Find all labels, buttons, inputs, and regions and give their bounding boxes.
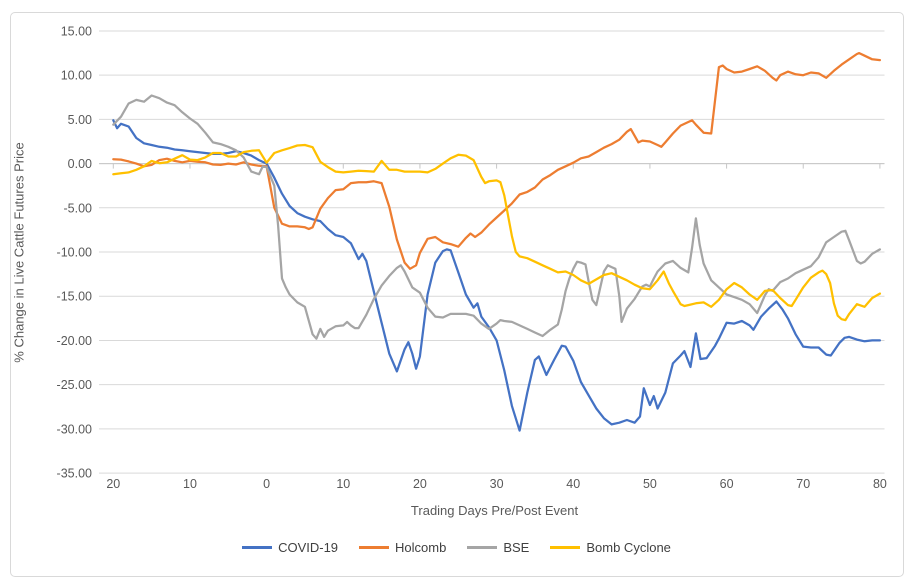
legend-line-swatch	[467, 546, 498, 549]
x-tick-label: 80	[873, 477, 887, 491]
x-tick-label: 30	[490, 477, 504, 491]
y-tick-label: -25.00	[57, 378, 92, 392]
x-tick-label: 70	[796, 477, 810, 491]
y-tick-label: -5.00	[64, 201, 93, 215]
legend-item-covid-19: COVID-19	[242, 540, 338, 555]
x-tick-label: 20	[106, 477, 120, 491]
series-line-covid-19	[112, 119, 882, 432]
y-tick-label: -20.00	[57, 334, 92, 348]
y-tick-label: 10.00	[61, 69, 92, 83]
x-tick-label: 10	[336, 477, 350, 491]
legend-label: Holcomb	[395, 540, 447, 555]
legend-line-swatch	[242, 546, 273, 549]
legend-line-swatch	[550, 546, 581, 549]
chart-card	[10, 12, 904, 577]
x-tick-label: 40	[566, 477, 580, 491]
legend-label: Bomb Cyclone	[586, 540, 671, 555]
y-tick-label: 0.00	[68, 157, 92, 171]
legend-label: COVID-19	[278, 540, 339, 555]
x-tick-label: 60	[720, 477, 734, 491]
legend-item-bse: BSE	[467, 540, 529, 555]
x-axis-title-text: Trading Days Pre/Post Event	[410, 503, 579, 518]
y-tick-label: -30.00	[57, 422, 92, 436]
x-tick-label: 20	[413, 477, 427, 491]
series-line-holcomb	[112, 51, 882, 270]
y-tick-label: 5.00	[68, 113, 92, 127]
y-tick-label: -35.00	[57, 467, 92, 481]
legend-line-swatch	[359, 546, 390, 549]
y-tick-label: -15.00	[57, 290, 92, 304]
y-tick-label: 15.00	[61, 24, 92, 38]
y-axis-title: % Change in Live Cattle Futures Price	[11, 142, 27, 363]
legend-label: BSE	[503, 540, 530, 555]
series-line-bomb-cyclone	[112, 143, 882, 322]
x-tick-label: 50	[643, 477, 657, 491]
x-axis-title: Trading Days Pre/Post Event	[0, 503, 913, 518]
x-tick-label: 0	[263, 477, 270, 491]
series-line-bse	[112, 94, 882, 340]
legend: COVID-19 Holcomb BSE Bomb Cyclone	[0, 540, 913, 555]
legend-item-bomb-cyclone: Bomb Cyclone	[550, 540, 671, 555]
y-tick-label: -10.00	[57, 246, 92, 260]
legend-item-holcomb: Holcomb	[359, 540, 446, 555]
x-tick-label: 10	[183, 477, 197, 491]
